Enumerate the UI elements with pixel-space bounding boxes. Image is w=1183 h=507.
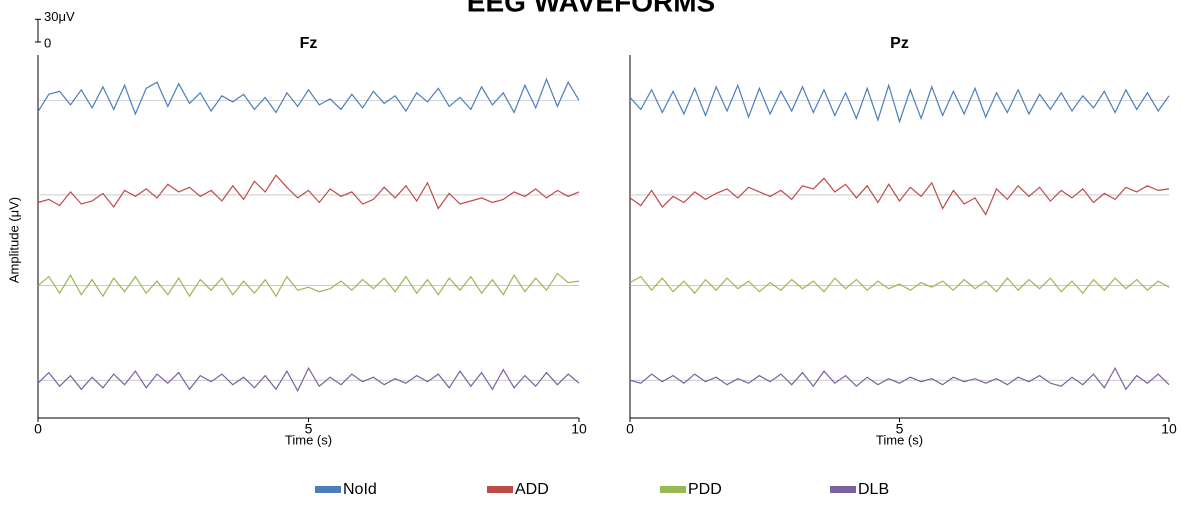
- waveform: [629, 366, 1170, 391]
- waveform: [37, 366, 580, 393]
- waveform: [37, 272, 580, 298]
- legend-label: ADD: [515, 481, 549, 498]
- x-tick-label: 10: [1161, 421, 1177, 437]
- waveform: [37, 77, 580, 116]
- y-axis-label: Amplitude (μV): [6, 197, 21, 283]
- legend-label: PDD: [688, 481, 722, 498]
- x-tick-label: 0: [626, 421, 634, 437]
- x-axis-label: Time (s): [285, 432, 332, 447]
- panel-title: Fz: [300, 35, 318, 52]
- legend-swatch: [315, 486, 341, 493]
- panel-title: Pz: [890, 35, 909, 52]
- scale-bar-label: 30μV: [44, 9, 75, 24]
- waveform: [629, 177, 1170, 216]
- waveform: [37, 174, 580, 210]
- x-tick-label: 5: [896, 421, 904, 437]
- x-tick-label: 0: [34, 421, 42, 437]
- scale-bar-label: 0: [44, 35, 51, 50]
- waveform: [629, 83, 1170, 124]
- legend-label: DLB: [858, 481, 889, 498]
- x-tick-label: 5: [305, 421, 313, 437]
- figure-title: EEG WAVEFORMS: [467, 0, 715, 17]
- legend-swatch: [660, 486, 686, 493]
- legend-swatch: [487, 486, 513, 493]
- x-tick-label: 10: [571, 421, 587, 437]
- waveform: [629, 275, 1170, 295]
- x-axis-label: Time (s): [876, 432, 923, 447]
- legend-label: NoId: [343, 481, 377, 498]
- legend-swatch: [830, 486, 856, 493]
